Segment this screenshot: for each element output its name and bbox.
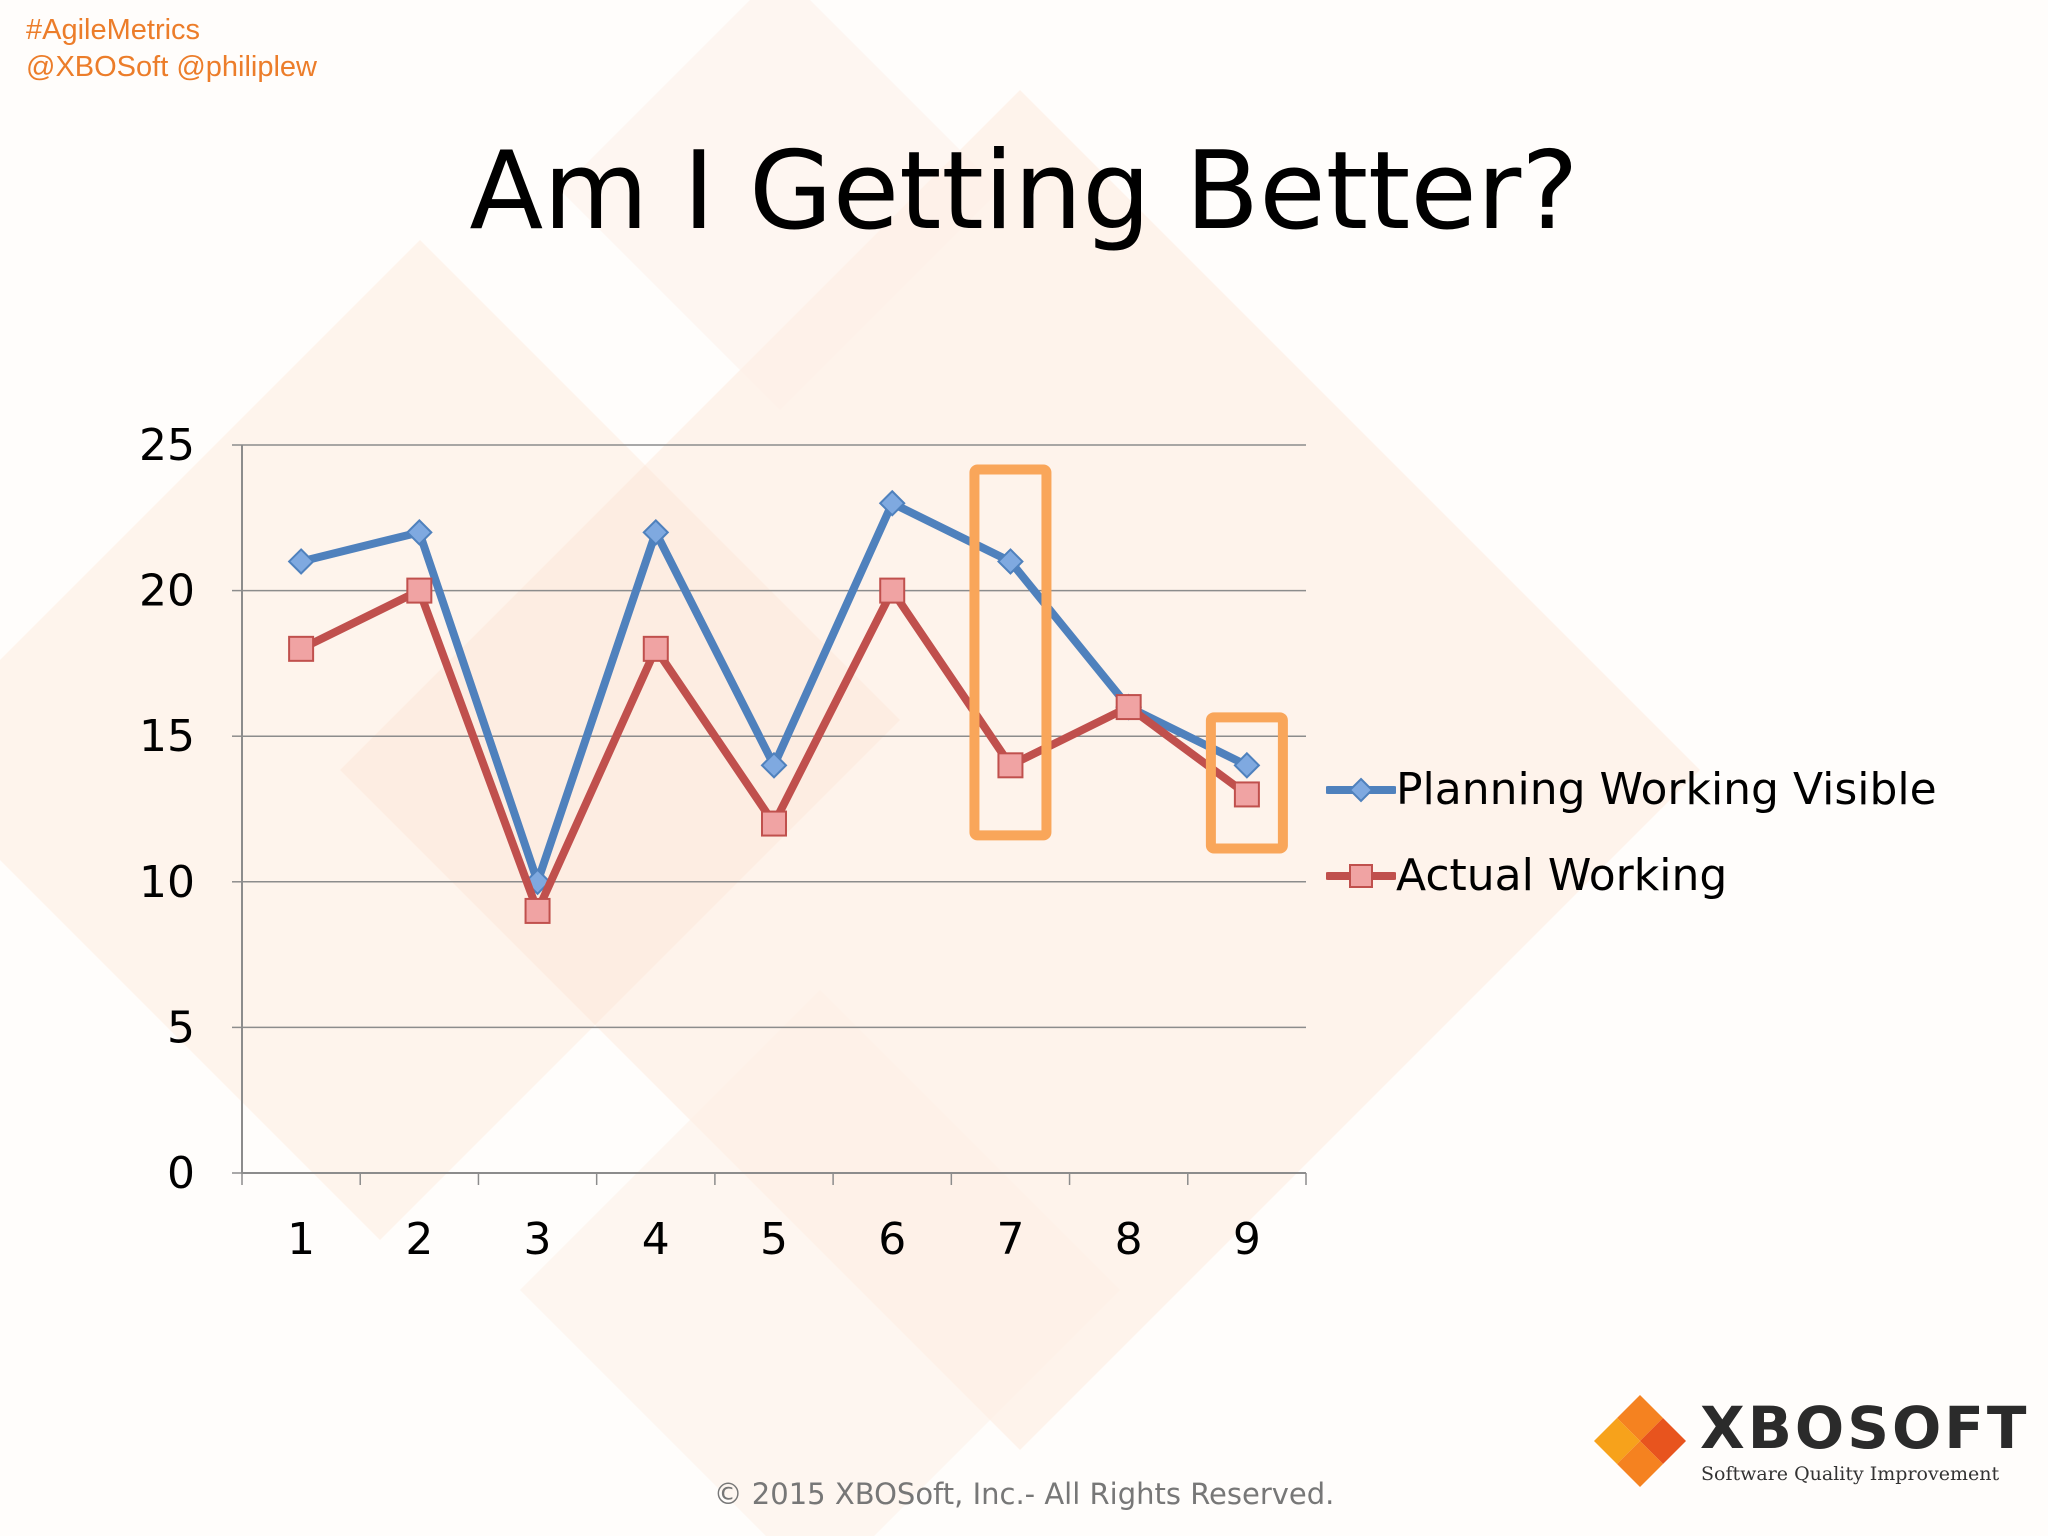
data-point-square <box>288 635 315 662</box>
y-tick-label: 15 <box>139 711 195 762</box>
data-point-square <box>879 577 906 604</box>
diamond-grid-logo-icon <box>1594 1395 1686 1487</box>
chart-gridlines <box>242 444 1306 1029</box>
background-diamond-left <box>0 240 900 1240</box>
y-tick-label: 10 <box>139 857 195 908</box>
x-tick-label: 9 <box>1233 1214 1261 1265</box>
series-planning-working-visible <box>287 489 1261 896</box>
x-tick-label: 1 <box>287 1214 315 1265</box>
y-tick-label: 25 <box>139 420 195 471</box>
data-point-square <box>642 635 669 662</box>
x-tick-label: 4 <box>642 1214 670 1265</box>
data-point-diamond <box>997 548 1024 575</box>
legend-label: Actual Working <box>1396 850 1728 901</box>
x-tick-label: 6 <box>878 1214 906 1265</box>
logo-wordmark: XBOSOFT <box>1700 1394 2030 1462</box>
x-tick-label: 2 <box>405 1214 433 1265</box>
legend-square-icon <box>1326 864 1396 888</box>
chart-tick-labels: 0 5 10 15 20 25 1 2 3 4 5 6 7 8 9 <box>139 420 1261 1265</box>
data-point-square <box>406 577 433 604</box>
chart-axes <box>232 444 1307 1185</box>
legend-label: Planning Working Visible <box>1396 764 1937 815</box>
chart-series <box>287 489 1261 924</box>
series-line <box>297 586 1251 915</box>
data-point-diamond <box>1233 751 1261 779</box>
x-tick-label: 5 <box>760 1214 788 1265</box>
chart-highlights <box>969 464 1288 854</box>
highlight-box-category-9 <box>1205 712 1288 854</box>
legend-diamond-icon <box>1326 777 1396 803</box>
hashtag-text: #AgileMetrics <box>26 14 201 46</box>
data-point-square <box>997 752 1024 779</box>
x-tick-label: 8 <box>1115 1214 1143 1265</box>
data-point-square <box>1233 781 1260 808</box>
y-tick-label: 20 <box>139 566 195 617</box>
data-point-square <box>524 897 551 924</box>
data-point-diamond <box>878 489 906 517</box>
data-point-square <box>1115 694 1142 721</box>
data-point-diamond <box>405 518 433 546</box>
logo-tagline: Software Quality Improvement <box>1701 1463 2000 1485</box>
data-point-square <box>761 810 787 837</box>
data-point-diamond <box>287 548 315 575</box>
highlight-box-category-7 <box>969 464 1052 841</box>
copyright-footer: © 2015 XBOSoft, Inc.- All Rights Reserve… <box>713 1477 1335 1511</box>
series-actual-working <box>288 577 1260 924</box>
twitter-handles-text: @XBOSoft @philiplew <box>26 51 317 83</box>
background-diamond-bottom <box>520 990 1120 1536</box>
xbosoft-logo: XBOSOFT Software Quality Improvement <box>1590 1395 2027 1505</box>
x-tick-label: 7 <box>996 1214 1024 1265</box>
y-tick-label: 0 <box>167 1148 195 1199</box>
slide-title: Am I Getting Better? <box>469 129 1579 254</box>
data-point-diamond <box>642 518 670 546</box>
data-point-diamond <box>760 751 788 779</box>
background-diamond-top <box>560 0 1000 410</box>
y-tick-label: 5 <box>167 1002 195 1053</box>
x-tick-label: 3 <box>524 1214 552 1265</box>
